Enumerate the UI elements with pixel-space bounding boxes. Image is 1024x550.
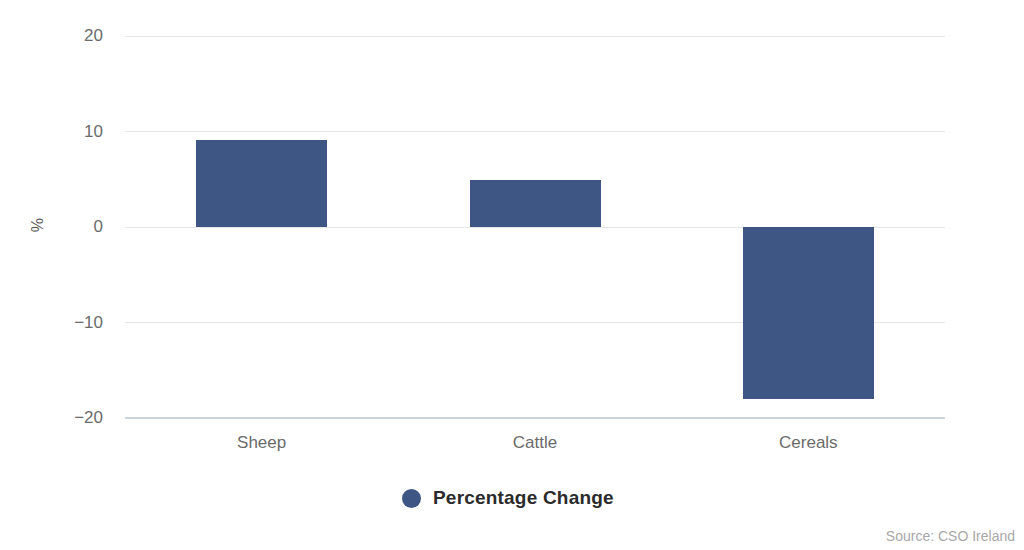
y-tick-label: 10 [25,122,103,142]
bar-cattle[interactable] [470,180,601,227]
legend-item-percentage-change[interactable]: Percentage Change [402,487,614,509]
y-tick-label: −20 [25,408,103,428]
x-category-label-sheep: Sheep [162,432,362,454]
gridline [125,131,945,132]
legend-label: Percentage Change [433,487,614,509]
legend-marker-icon [402,489,421,508]
bar-cereals[interactable] [743,227,874,399]
gridline [125,36,945,37]
y-tick-label: −10 [25,313,103,333]
x-category-label-cereals: Cereals [708,432,908,454]
y-tick-label: 20 [25,26,103,46]
plot-area: 20 10 0 −10 −20 Sheep Cattle Cereals [0,0,1024,550]
source-attribution: Source: CSO Ireland [886,528,1015,544]
bar-chart: % 20100−10−20SheepCattleCereals Percenta… [0,0,1024,550]
y-tick-label: 0 [25,217,103,237]
x-axis-line [125,417,945,419]
bar-sheep[interactable] [196,140,327,227]
x-category-label-cattle: Cattle [435,432,635,454]
